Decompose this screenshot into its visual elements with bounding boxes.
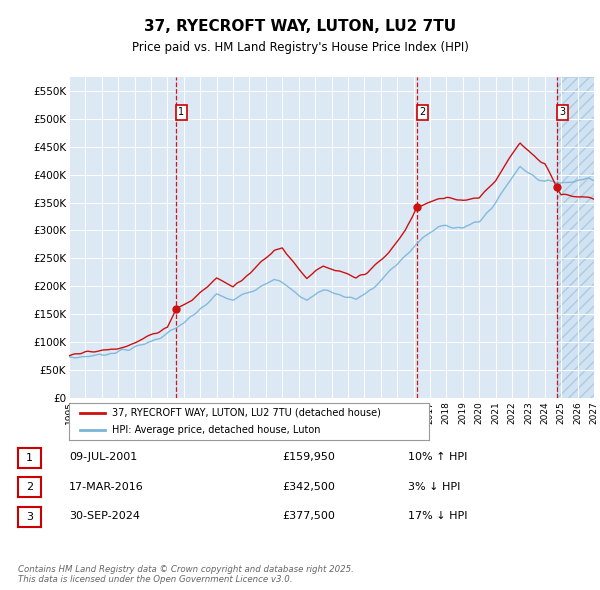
Text: 30-SEP-2024: 30-SEP-2024: [69, 512, 140, 521]
Text: 3: 3: [560, 107, 566, 117]
Text: 3% ↓ HPI: 3% ↓ HPI: [408, 482, 460, 491]
Text: 2: 2: [26, 483, 33, 492]
Text: 1: 1: [178, 107, 185, 117]
Text: £342,500: £342,500: [282, 482, 335, 491]
Text: 17% ↓ HPI: 17% ↓ HPI: [408, 512, 467, 521]
Text: 09-JUL-2001: 09-JUL-2001: [69, 453, 137, 462]
Text: 37, RYECROFT WAY, LUTON, LU2 7TU: 37, RYECROFT WAY, LUTON, LU2 7TU: [144, 19, 456, 34]
Text: 1: 1: [26, 453, 33, 463]
Text: 17-MAR-2016: 17-MAR-2016: [69, 482, 144, 491]
Text: £159,950: £159,950: [282, 453, 335, 462]
Text: 37, RYECROFT WAY, LUTON, LU2 7TU (detached house): 37, RYECROFT WAY, LUTON, LU2 7TU (detach…: [112, 408, 381, 418]
Text: Price paid vs. HM Land Registry's House Price Index (HPI): Price paid vs. HM Land Registry's House …: [131, 41, 469, 54]
Text: £377,500: £377,500: [282, 512, 335, 521]
Text: 3: 3: [26, 512, 33, 522]
Text: HPI: Average price, detached house, Luton: HPI: Average price, detached house, Luto…: [112, 425, 320, 435]
Text: Contains HM Land Registry data © Crown copyright and database right 2025.
This d: Contains HM Land Registry data © Crown c…: [18, 565, 354, 584]
Bar: [557, 77, 594, 398]
Text: 2: 2: [419, 107, 425, 117]
Text: 10% ↑ HPI: 10% ↑ HPI: [408, 453, 467, 462]
